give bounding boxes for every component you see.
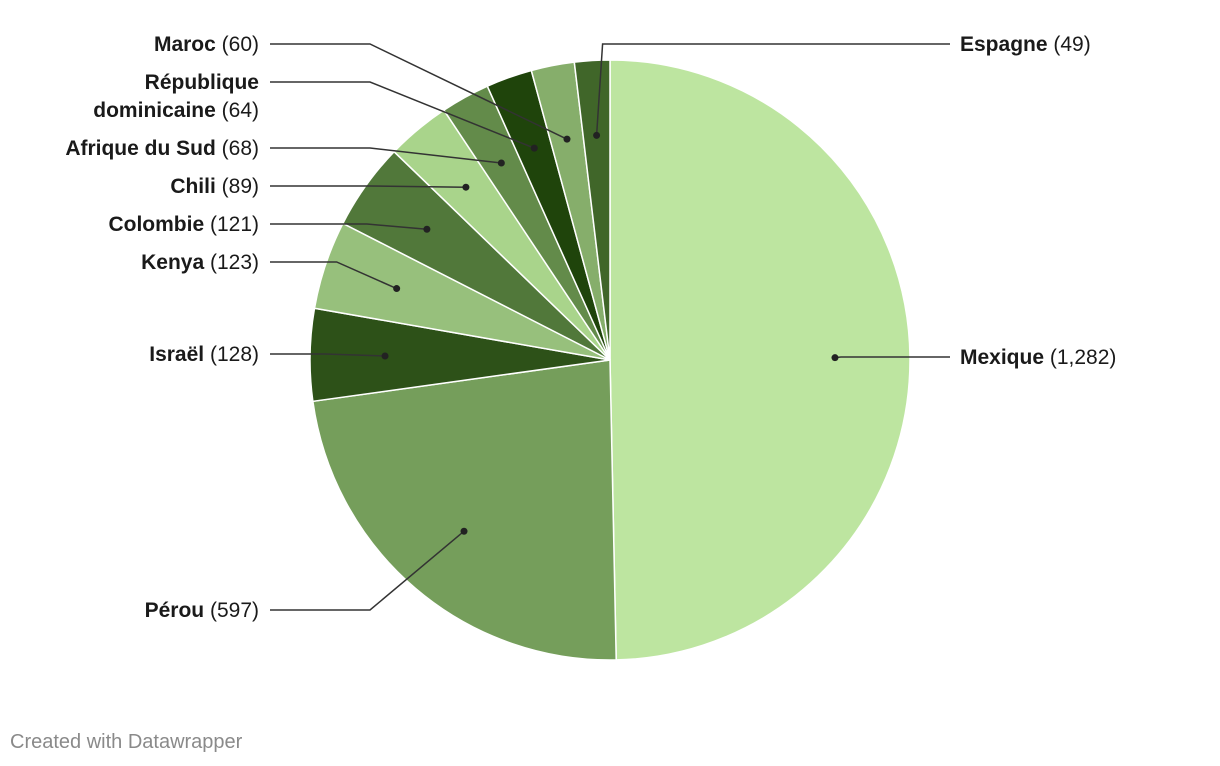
leader-line	[270, 147, 502, 164]
leader-dot	[423, 225, 431, 233]
slice-label-name: Kenya	[141, 251, 204, 274]
slice-label-value: (1,282)	[1044, 346, 1116, 369]
slice-label-name: Colombie	[108, 213, 204, 236]
slice-label: Pérou (597)	[145, 599, 259, 622]
slice-label-name: Chili	[170, 175, 216, 198]
pie-slice-p-rou	[312, 359, 617, 661]
slice-label-value: (123)	[204, 251, 259, 274]
leader-line	[270, 223, 427, 230]
slice-label-name: Mexique	[960, 346, 1044, 369]
leader-dot	[530, 144, 538, 152]
leader-dot	[497, 159, 505, 167]
slice-label-value: (60)	[216, 33, 259, 56]
leader-line	[270, 185, 466, 188]
leader-line	[595, 43, 950, 136]
slice-label-value: (597)	[204, 599, 259, 622]
slice-label: dominicaine (64)	[93, 99, 259, 122]
slice-label-name: Espagne	[960, 33, 1048, 56]
leader-dot	[831, 354, 839, 362]
leader-dot	[563, 135, 571, 143]
slice-label-name: Israël	[149, 343, 204, 366]
slice-label: Maroc (60)	[154, 33, 259, 56]
pie-slices	[309, 59, 911, 661]
pie-slice-espagne	[573, 59, 611, 361]
slice-label: Israël (128)	[149, 343, 259, 366]
slice-label: Afrique du Sud (68)	[65, 137, 259, 160]
slice-label: Chili (89)	[170, 175, 259, 198]
slice-label-name: Afrique du Sud	[65, 137, 216, 160]
leader-line	[270, 261, 397, 290]
slice-label: Espagne (49)	[960, 33, 1091, 56]
leader-lines	[270, 43, 950, 611]
leader-dot	[462, 183, 470, 191]
slice-label-name: République	[145, 71, 259, 94]
slice-label: Kenya (123)	[141, 251, 259, 274]
leader-line	[834, 356, 950, 359]
slice-label-value: (121)	[204, 213, 259, 236]
leader-line	[270, 353, 386, 357]
slice-label-value: (68)	[216, 137, 259, 160]
leader-line	[270, 43, 568, 140]
slice-label-name: Pérou	[145, 599, 205, 622]
datawrapper-credit: Created with Datawrapper	[10, 731, 243, 753]
leader-dot	[460, 527, 468, 535]
leader-line	[270, 81, 535, 149]
pie-slice-mexique	[609, 59, 911, 661]
leader-dot	[381, 352, 389, 360]
slice-label-name: Maroc	[154, 33, 216, 56]
slice-label-name: dominicaine	[93, 99, 216, 122]
slice-label: Mexique (1,282)	[960, 346, 1116, 369]
leader-dot	[593, 131, 601, 139]
slice-label-value: (128)	[204, 343, 259, 366]
slice-label: Colombie (121)	[108, 213, 259, 236]
leader-line	[270, 530, 465, 611]
slice-label-value: (89)	[216, 175, 259, 198]
leader-dot	[393, 285, 401, 293]
slice-label-value: (64)	[216, 99, 259, 122]
slice-labels: Mexique (1,282) Pérou (597) Israël (128) Ke…	[65, 33, 1116, 622]
slice-label-value: (49)	[1048, 33, 1091, 56]
